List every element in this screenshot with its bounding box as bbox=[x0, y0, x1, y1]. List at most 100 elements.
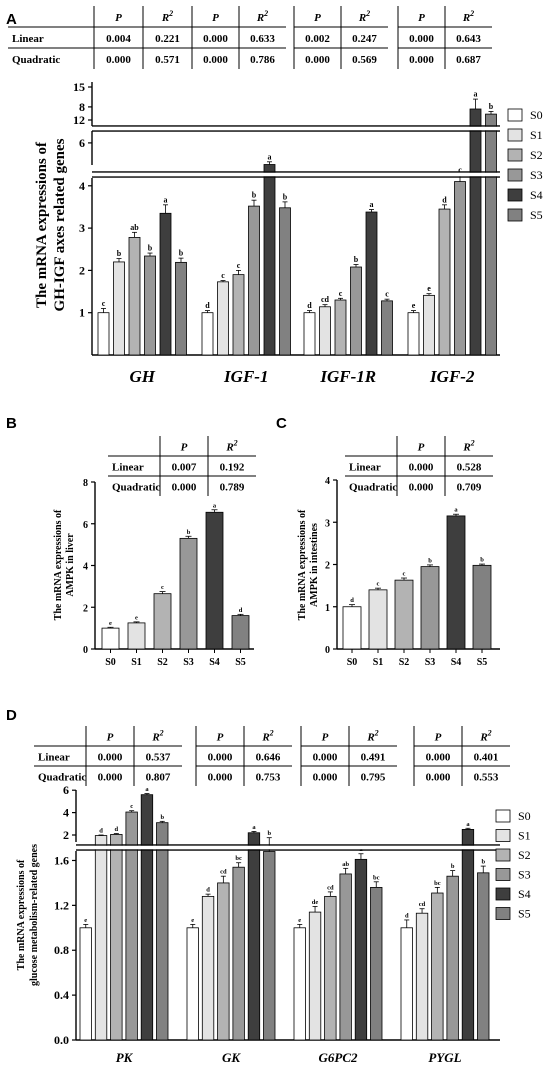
d-legend-swatch-S2 bbox=[495, 848, 511, 862]
a-bar-IGF-1-S3 bbox=[248, 205, 260, 356]
b-ylabel-line-1: AMPK in liver bbox=[65, 533, 76, 597]
d-sig-GK-S3: bc bbox=[235, 855, 242, 862]
d-stats-3-p-header: P bbox=[435, 731, 442, 743]
c-stats-quadratic-label: Quadratic bbox=[349, 481, 397, 493]
a-bar-IGF-2-S5 bbox=[485, 113, 497, 356]
d-ytick-label-1: 0.4 bbox=[54, 988, 69, 1002]
c-ytick-label-1: 1 bbox=[325, 603, 330, 614]
a-bar-IGF-1-S2 bbox=[232, 274, 245, 356]
a-legend-label-S4: S4 bbox=[530, 188, 543, 202]
a-stats-3-linear-r2: 0.643 bbox=[456, 33, 481, 45]
d-sig-PK-S2: d bbox=[115, 826, 119, 833]
a-bar-IGF-1R-S0 bbox=[303, 312, 316, 356]
a-sig-IGF-2-S4: a bbox=[474, 90, 478, 99]
d-legend-label-S0: S0 bbox=[518, 809, 531, 823]
a-bar-IGF-1-S5 bbox=[279, 207, 291, 356]
a-category-IGF-1R: IGF-1R bbox=[319, 367, 376, 386]
a-sig-IGF-2-S1: e bbox=[427, 284, 431, 293]
d-stats-0-quadratic-r2: 0.807 bbox=[146, 771, 171, 783]
d-stats-2-r2-header: R2 bbox=[366, 728, 378, 743]
a-sig-IGF-1R-S5: c bbox=[385, 290, 389, 299]
a-stats-0-linear-r2: 0.221 bbox=[155, 33, 180, 45]
d-stats-2-linear-p: 0.000 bbox=[313, 751, 338, 763]
c-sig-S1: c bbox=[377, 581, 380, 588]
d-bar-G6PC2-S2 bbox=[324, 895, 337, 1041]
a-bar-IGF-2-S4 bbox=[469, 108, 482, 356]
d-bar-G6PC2-S5 bbox=[370, 887, 383, 1041]
panel-letter-A: A bbox=[6, 11, 17, 28]
a-ytick-label-1: 2 bbox=[79, 263, 85, 277]
c-stats-linear-p: 0.000 bbox=[409, 461, 434, 473]
d-category-GK: GK bbox=[222, 1050, 241, 1065]
a-sig-IGF-2-S5: b bbox=[489, 102, 494, 111]
c-ylabel-line-1: AMPK in intestines bbox=[309, 523, 320, 607]
a-legend-swatch-S1 bbox=[507, 128, 523, 142]
a-sig-IGF-1R-S4: a bbox=[370, 200, 374, 209]
d-sig-GK-S5: b bbox=[267, 830, 271, 837]
a-sig-GH-S2: ab bbox=[130, 223, 139, 232]
d-stats-2-quadratic-r2: 0.795 bbox=[361, 771, 386, 783]
a-ylabel-line-1: GH-IGF axes related genes bbox=[52, 138, 68, 311]
d-ylabel-line-0: The mRNA expressions of bbox=[16, 859, 27, 970]
b-bar-S5 bbox=[231, 615, 250, 650]
a-bar-IGF-1-S4 bbox=[263, 164, 276, 356]
d-stats-3-linear-p: 0.000 bbox=[426, 751, 451, 763]
d-bar-GK-S5 bbox=[263, 851, 276, 1041]
a-bar-IGF-1-S0 bbox=[201, 312, 214, 356]
b-stats-p-header: P bbox=[181, 441, 188, 453]
d-stats-0-linear-r2: 0.537 bbox=[146, 751, 171, 763]
d-legend-label-S1: S1 bbox=[518, 829, 531, 843]
d-ytick-label-2: 0.8 bbox=[54, 943, 69, 957]
b-xtick-label-S5: S5 bbox=[235, 657, 246, 668]
d-stats-3-linear-r2: 0.401 bbox=[474, 751, 499, 763]
d-stats-3-quadratic-p: 0.000 bbox=[426, 771, 451, 783]
d-sig-G6PC2-S1: de bbox=[312, 899, 319, 906]
c-xtick-label-S4: S4 bbox=[451, 657, 462, 668]
d-sig-PYGL-S5: b bbox=[481, 859, 485, 866]
d-bar-GK-S0 bbox=[186, 927, 199, 1041]
a-stats-2-quadratic-r2: 0.569 bbox=[352, 54, 377, 66]
c-xtick-label-S0: S0 bbox=[347, 657, 358, 668]
a-break-mask-0 bbox=[87, 172, 501, 177]
panel-letter-C: C bbox=[276, 415, 287, 432]
d-stats-0-linear-label: Linear bbox=[38, 751, 70, 763]
d-sig-GK-S4: a bbox=[252, 824, 256, 831]
c-bar-S2 bbox=[394, 579, 414, 650]
a-legend-label-S1: S1 bbox=[530, 128, 543, 142]
d-bar-PYGL-S1 bbox=[415, 912, 429, 1041]
b-ytick-label-1: 2 bbox=[83, 603, 88, 614]
a-sig-GH-S0: c bbox=[102, 299, 106, 308]
c-sig-S5: b bbox=[480, 557, 484, 564]
a-sig-IGF-2-S2: d bbox=[442, 195, 447, 204]
d-ytick-label-7: 6 bbox=[63, 783, 69, 797]
d-stats-1-quadratic-p: 0.000 bbox=[208, 771, 233, 783]
c-xtick-label-S2: S2 bbox=[399, 657, 410, 668]
a-legend-swatch-S3 bbox=[507, 168, 523, 182]
b-stats-quadratic-r2: 0.789 bbox=[220, 481, 245, 493]
a-sig-GH-S5: b bbox=[179, 249, 184, 258]
b-sig-S0: e bbox=[109, 620, 112, 627]
a-bar-IGF-1R-S1 bbox=[319, 306, 331, 356]
d-bar-G6PC2-S4 bbox=[354, 858, 368, 1041]
d-ylabel-line-1: glucose metabolism-related genes bbox=[29, 844, 40, 986]
b-ytick-label-4: 8 bbox=[83, 478, 88, 489]
a-legend-label-S2: S2 bbox=[530, 148, 543, 162]
a-bar-GH-S2 bbox=[128, 237, 141, 356]
d-sig-PK-S0: e bbox=[84, 917, 87, 924]
d-sig-G6PC2-S3: ab bbox=[342, 861, 349, 868]
d-stats-0-p-header: P bbox=[107, 731, 114, 743]
d-legend-label-S5: S5 bbox=[518, 907, 531, 921]
d-bar-PYGL-S5 bbox=[477, 872, 490, 1041]
b-stats-quadratic-p: 0.000 bbox=[172, 481, 197, 493]
a-bar-IGF-1R-S4 bbox=[365, 211, 378, 356]
a-ytick-label-3: 4 bbox=[79, 179, 85, 193]
a-legend-swatch-S2 bbox=[507, 148, 523, 162]
a-ytick-label-6: 12 bbox=[73, 113, 85, 127]
d-stats-2-quadratic-p: 0.000 bbox=[313, 771, 338, 783]
d-bar-PYGL-S4 bbox=[461, 829, 475, 1041]
d-bar-GK-S2 bbox=[217, 882, 230, 1041]
d-sig-G6PC2-S0: e bbox=[298, 917, 301, 924]
d-stats-1-linear-r2: 0.646 bbox=[256, 751, 281, 763]
a-stats-3-quadratic-p: 0.000 bbox=[409, 54, 434, 66]
